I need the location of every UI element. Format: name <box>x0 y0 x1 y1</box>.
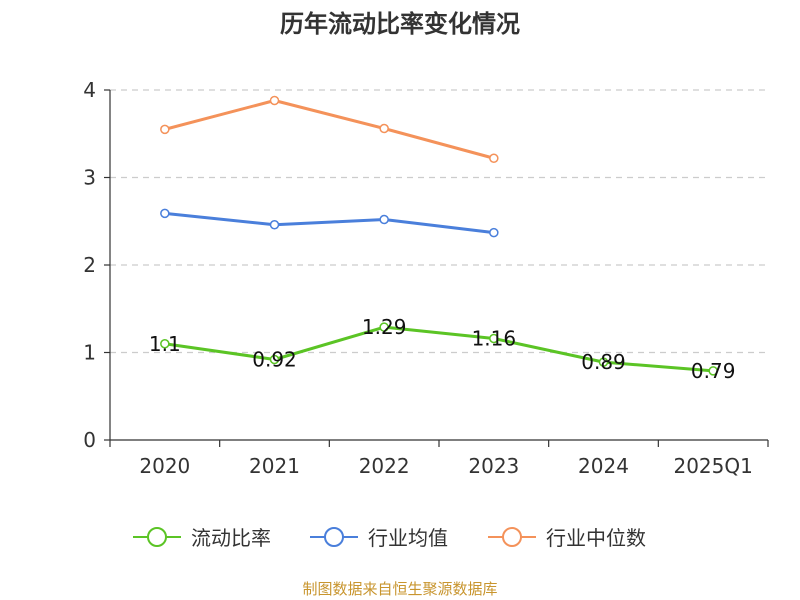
legend: 流动比率 行业均值 行业中位数 <box>133 526 646 550</box>
axes: 0 1 2 3 4 2020 2021 2022 2023 2024 2025Q1 <box>83 78 769 478</box>
x-tick-label: 2021 <box>249 454 300 478</box>
legend-label: 流动比率 <box>191 526 271 550</box>
data-label: 0.79 <box>691 359 736 383</box>
y-tick-label: 0 <box>83 428 96 452</box>
grid-lines <box>110 89 768 354</box>
x-tick-label: 2024 <box>578 454 629 478</box>
series-line <box>164 211 495 235</box>
data-point <box>489 333 499 344</box>
data-point <box>379 123 389 134</box>
series-line <box>164 325 714 373</box>
x-tick-label: 2023 <box>468 454 519 478</box>
source-note: 制图数据来自恒生聚源数据库 <box>302 580 498 598</box>
data-label: 1.1 <box>149 332 181 356</box>
data-point <box>379 214 389 225</box>
data-point <box>160 339 170 349</box>
legend-label: 行业均值 <box>368 526 448 550</box>
data-point <box>489 227 499 238</box>
legend-marker <box>324 527 344 547</box>
data-label: 0.92 <box>252 348 297 372</box>
data-point <box>269 95 280 106</box>
y-tick-label: 2 <box>83 253 96 277</box>
y-tick-label: 3 <box>83 166 96 190</box>
series-line <box>164 99 495 160</box>
y-tick-label: 1 <box>83 341 96 365</box>
data-point <box>379 322 389 332</box>
legend-label: 行业中位数 <box>546 526 646 550</box>
data-labels: 1.1 0.92 1.29 1.16 0.89 0.79 <box>149 315 736 383</box>
data-label: 1.16 <box>472 327 517 351</box>
data-point <box>269 354 280 365</box>
series-layer <box>160 95 718 376</box>
x-tick-label: 2025Q1 <box>673 454 752 478</box>
data-point <box>489 153 499 163</box>
x-tick-label: 2022 <box>359 454 410 478</box>
x-tick-label: 2020 <box>139 454 190 478</box>
chart-title: 历年流动比率变化情况 <box>280 10 520 38</box>
data-label: 1.29 <box>362 315 407 339</box>
data-point <box>708 366 718 376</box>
y-tick-label: 4 <box>83 78 96 102</box>
legend-marker <box>147 527 167 547</box>
data-point <box>598 357 609 367</box>
data-point <box>160 208 170 219</box>
data-point <box>160 124 170 135</box>
data-label: 0.89 <box>581 350 626 374</box>
data-point <box>269 220 280 230</box>
legend-marker <box>502 527 522 547</box>
